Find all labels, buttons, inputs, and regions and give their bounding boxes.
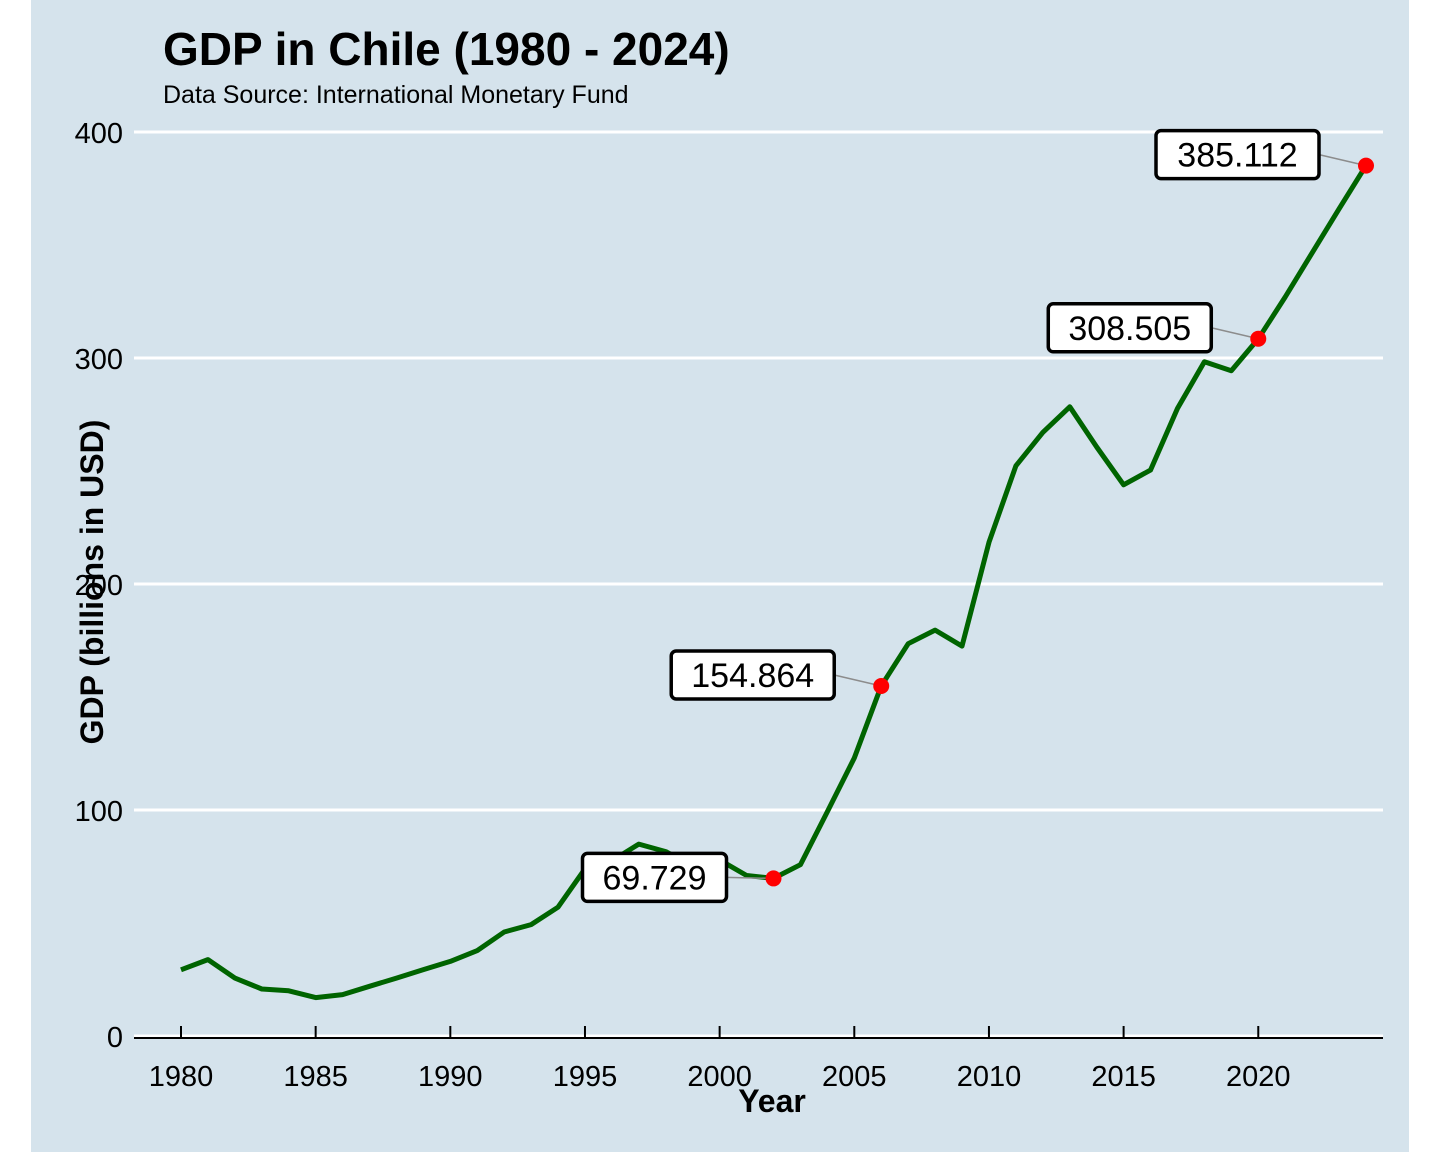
x-tick-label: 2005: [822, 1061, 887, 1093]
label-text: 69.729: [603, 859, 707, 897]
chart-title: GDP in Chile (1980 - 2024): [163, 23, 730, 75]
label-connector: [834, 674, 882, 687]
x-axis-title: Year: [738, 1083, 806, 1119]
y-tick-label: 300: [75, 344, 123, 376]
highlight-point: [873, 678, 890, 695]
data-label-385.112: 385.112: [1154, 128, 1374, 181]
label-box: [669, 649, 836, 701]
gridlines: [134, 130, 1383, 1038]
x-tick-label: 2010: [957, 1061, 1022, 1093]
label-connector: [1211, 327, 1259, 340]
x-tick-label: 1990: [418, 1061, 483, 1093]
label-box: [580, 851, 729, 904]
y-tick-label: 0: [107, 1022, 123, 1054]
label-connector: [1318, 153, 1367, 167]
data-label-69.729: 69.729: [580, 851, 782, 904]
x-tick-label: 1985: [283, 1061, 348, 1093]
data-label-154.864: 154.864: [669, 649, 890, 701]
x-axis: 1980 1985 1990 1995 2000 2005 2010 2015 2020: [134, 1026, 1383, 1093]
x-tick-label: 2020: [1226, 1061, 1291, 1093]
y-tick-label: 400: [75, 118, 123, 150]
y-tick-label: 200: [75, 570, 123, 602]
data-labels: 69.729 154.864 308.505 385.112: [580, 128, 1374, 904]
highlight-point: [1250, 330, 1267, 347]
x-tick-label: 2000: [687, 1061, 752, 1093]
label-box: [1046, 302, 1214, 354]
data-label-308.505: 308.505: [1046, 302, 1267, 354]
plot-background: [31, 0, 1409, 1152]
label-text: 308.505: [1068, 310, 1191, 348]
highlight-point: [1358, 157, 1374, 174]
label-text: 154.864: [691, 657, 814, 695]
highlight-point: [765, 870, 782, 887]
y-axis-title: GDP (billions in USD): [74, 420, 110, 745]
x-tick-label: 1995: [553, 1061, 618, 1093]
y-tick-label: 100: [75, 796, 123, 828]
label-box: [1154, 128, 1321, 181]
x-tick-label: 1980: [149, 1061, 214, 1093]
gdp-line-chart: GDP in Chile (1980 - 2024) Data Source: …: [31, 0, 1409, 1152]
y-axis-ticks: 0 100 200 300 400: [75, 118, 123, 1054]
chart-panel: GDP in Chile (1980 - 2024) Data Source: …: [31, 0, 1409, 1152]
label-text: 385.112: [1177, 137, 1297, 175]
chart-subtitle: Data Source: International Monetary Fund: [163, 81, 629, 109]
x-tick-label: 2015: [1091, 1061, 1156, 1093]
